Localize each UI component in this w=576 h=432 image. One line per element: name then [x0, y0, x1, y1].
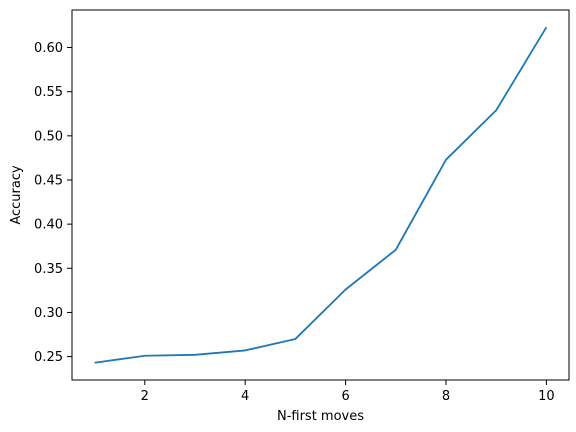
- y-tick-label: 0.60: [34, 41, 63, 56]
- y-tick-label: 0.50: [34, 129, 63, 144]
- y-axis-label: Accuracy: [9, 165, 24, 225]
- series-layer: [94, 26, 548, 364]
- x-tick-label: 10: [538, 389, 555, 404]
- y-tick-label: 0.45: [34, 173, 63, 188]
- x-tick-label: 2: [141, 389, 149, 404]
- y-tick-label: 0.35: [34, 262, 63, 277]
- y-tick-label: 0.55: [34, 85, 63, 100]
- series-line: [94, 26, 548, 364]
- x-tick-label: 6: [341, 389, 349, 404]
- x-axis-label: N-first moves: [277, 409, 364, 424]
- y-tick-label: 0.40: [34, 218, 63, 233]
- ticks-layer: 2 4 6 8 10 0.25 0.30 0.35 0.40 0.45 0.50 0.55 0.60: [34, 41, 555, 404]
- y-tick-label: 0.25: [34, 350, 63, 365]
- x-tick-label: 8: [442, 389, 450, 404]
- y-tick-label: 0.30: [34, 306, 63, 321]
- x-tick-label: 4: [241, 389, 249, 404]
- axes-frame: [71, 9, 570, 381]
